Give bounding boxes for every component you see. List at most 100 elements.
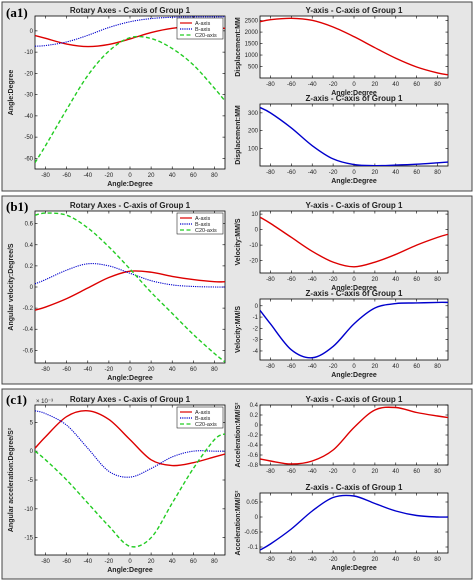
x-tick-label: -20 bbox=[105, 367, 114, 373]
x-tick-label: 20 bbox=[372, 364, 379, 370]
x-tick-label: 0 bbox=[352, 170, 356, 176]
y-tick-label: -10 bbox=[24, 507, 33, 513]
x-tick-label: -60 bbox=[287, 364, 296, 370]
y-tick-label: -10 bbox=[249, 243, 258, 249]
x-tick-label: 60 bbox=[413, 557, 420, 563]
x-tick-label: -40 bbox=[308, 170, 317, 176]
y-tick-label: 1000 bbox=[245, 53, 259, 59]
chart-a1-left: Rotary Axes - C-axis of Group 1 -80 -60 -40… bbox=[8, 6, 226, 188]
legend-entry: C20-axis bbox=[195, 422, 217, 428]
y-tick-label: 0 bbox=[30, 285, 34, 291]
y-tick-label: -40 bbox=[24, 114, 33, 120]
x-tick-label: 80 bbox=[211, 173, 218, 179]
legend-entry: C20-axis bbox=[195, 33, 217, 39]
y-tick-label: 0.4 bbox=[250, 403, 259, 409]
series-line-b-axis bbox=[35, 16, 225, 47]
x-axis-label: Angle:Degree bbox=[331, 285, 377, 292]
y-tick-label: 2500 bbox=[245, 19, 259, 25]
x-tick-label: 60 bbox=[190, 367, 197, 373]
x-tick-label: 80 bbox=[434, 277, 441, 283]
series-line-z-axis bbox=[260, 494, 448, 551]
legend-entry: B-axis bbox=[195, 27, 211, 33]
x-tick-label: -40 bbox=[308, 277, 317, 283]
y-tick-label: 2000 bbox=[245, 30, 259, 36]
y-tick-label: 0.4 bbox=[25, 243, 34, 249]
chart-title: Rotary Axes - C-axis of Group 1 bbox=[70, 6, 191, 15]
legend-entry: B-axis bbox=[195, 222, 211, 228]
y-axis-label: Velocity:MM/S bbox=[235, 218, 242, 265]
y-tick-label: 300 bbox=[248, 111, 259, 117]
y-axis-label: Angle:Degree bbox=[8, 70, 15, 116]
x-tick-label: 60 bbox=[413, 82, 420, 88]
chart-b1-z: Z-axis - C-axis of Group 1-80 -60 -40 -20 0 2… bbox=[235, 289, 449, 379]
series-line-c20-axis bbox=[35, 212, 225, 363]
y-tick-label: -20 bbox=[24, 71, 33, 77]
x-tick-label: -60 bbox=[287, 277, 296, 283]
x-tick-label: 60 bbox=[190, 173, 197, 179]
x-tick-label: 0 bbox=[352, 469, 356, 475]
y-tick-label: -2 bbox=[253, 326, 259, 332]
legend-entry: A-axis bbox=[195, 216, 211, 222]
x-tick-label: -40 bbox=[83, 367, 92, 373]
y-tick-label: -0.6 bbox=[23, 348, 34, 354]
y-axis-label: Acceleration:MM/S² bbox=[235, 490, 242, 556]
y-tick-label: 0 bbox=[255, 304, 259, 310]
panel-label-b1: (b1) bbox=[6, 199, 28, 214]
x-tick-label: -80 bbox=[266, 557, 275, 563]
chart-c1-left: Rotary Axes - C-axis of Group 1 -80 -60 -40… bbox=[8, 395, 226, 574]
chart-title: Y-axis - C-axis of Group 1 bbox=[306, 395, 403, 404]
x-tick-label: -80 bbox=[41, 173, 50, 179]
x-tick-label: -60 bbox=[62, 367, 71, 373]
y-tick-label: 0.2 bbox=[250, 413, 259, 419]
x-tick-label: -20 bbox=[329, 277, 338, 283]
x-tick-label: -80 bbox=[266, 469, 275, 475]
chart-title: Z-axis - C-axis of Group 1 bbox=[306, 289, 403, 298]
series-line-y-axis bbox=[260, 216, 448, 268]
x-tick-label: 40 bbox=[169, 367, 176, 373]
y-tick-label: -0.4 bbox=[248, 443, 259, 449]
charts-layer: Rotary Axes - C-axis of Group 1 -80 -60 -40… bbox=[8, 6, 449, 574]
y-tick-label: 0.6 bbox=[25, 222, 34, 228]
x-tick-label: 20 bbox=[372, 277, 379, 283]
series-line-a-axis bbox=[35, 270, 225, 311]
chart-title: Y-axis - C-axis of Group 1 bbox=[306, 6, 403, 15]
x-tick-label: 0 bbox=[352, 557, 356, 563]
series-line-y-axis bbox=[260, 17, 448, 76]
x-tick-label: 40 bbox=[169, 559, 176, 565]
y-tick-label: -0.1 bbox=[248, 545, 259, 551]
x-tick-label: 0 bbox=[352, 364, 356, 370]
x-tick-label: 40 bbox=[392, 469, 399, 475]
legend-entry: A-axis bbox=[195, 410, 211, 416]
legend-entry: C20-axis bbox=[195, 228, 217, 234]
x-tick-label: -40 bbox=[308, 469, 317, 475]
y-tick-label: -15 bbox=[24, 536, 33, 542]
y-tick-label: -0.8 bbox=[248, 463, 259, 469]
series-line-c20-axis bbox=[35, 433, 225, 548]
x-tick-label: 20 bbox=[148, 559, 155, 565]
x-tick-label: -60 bbox=[287, 469, 296, 475]
y-tick-label: 0 bbox=[255, 423, 259, 429]
x-tick-label: -20 bbox=[329, 82, 338, 88]
plot-area bbox=[259, 492, 449, 554]
x-axis-label: Angle:Degree bbox=[331, 90, 377, 97]
plot-area bbox=[259, 210, 449, 274]
x-tick-label: 40 bbox=[392, 364, 399, 370]
y-axis-label: Angular velocity:Degree/S bbox=[8, 243, 15, 330]
x-tick-label: 40 bbox=[392, 277, 399, 283]
y-tick-label: -50 bbox=[24, 135, 33, 141]
chart-c1-z: Z-axis - C-axis of Group 1 -80 -60 -40 -20 0 2… bbox=[235, 483, 449, 572]
y-axis-label: Angular acceleration:Degree/S² bbox=[8, 427, 15, 532]
x-axis-label: Angle:Degree bbox=[107, 181, 153, 188]
plot-area bbox=[259, 103, 449, 167]
y-tick-label: 0 bbox=[30, 29, 34, 35]
x-tick-label: 20 bbox=[372, 469, 379, 475]
x-tick-label: 0 bbox=[128, 173, 132, 179]
y-tick-label: 1500 bbox=[245, 42, 259, 48]
x-tick-label: -80 bbox=[41, 367, 50, 373]
chart-title: Z-axis - C-axis of Group 1 bbox=[306, 483, 403, 492]
x-tick-label: -60 bbox=[287, 557, 296, 563]
series-line-z-axis bbox=[260, 301, 448, 359]
